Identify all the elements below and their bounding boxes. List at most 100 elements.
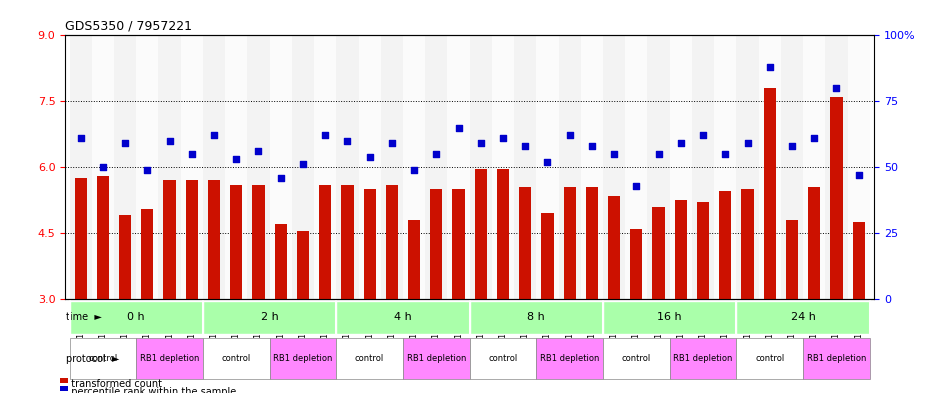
- Text: control: control: [88, 354, 117, 363]
- Bar: [203, 35, 225, 299]
- Text: RB1 depletion: RB1 depletion: [806, 354, 866, 363]
- Text: transformed count: transformed count: [65, 379, 162, 389]
- Point: [851, 172, 866, 178]
- Text: RB1 depletion: RB1 depletion: [540, 354, 599, 363]
- Bar: [514, 35, 537, 299]
- Bar: [564, 187, 576, 299]
- Bar: [581, 35, 603, 299]
- Bar: [270, 35, 292, 299]
- Bar: [141, 209, 153, 299]
- Bar: [781, 35, 804, 299]
- Bar: [97, 176, 109, 299]
- Point: [184, 151, 199, 157]
- Text: time  ►: time ►: [65, 312, 101, 322]
- Bar: [380, 35, 403, 299]
- FancyBboxPatch shape: [337, 301, 470, 334]
- Bar: [764, 88, 776, 299]
- Bar: [719, 191, 731, 299]
- Point: [206, 132, 221, 139]
- Text: protocol  ►: protocol ►: [65, 354, 119, 364]
- Bar: [408, 220, 420, 299]
- Point: [229, 156, 244, 162]
- Point: [296, 162, 311, 168]
- Bar: [230, 185, 243, 299]
- Bar: [737, 35, 759, 299]
- Text: RB1 depletion: RB1 depletion: [140, 354, 199, 363]
- Point: [518, 143, 533, 149]
- Point: [629, 182, 644, 189]
- Bar: [186, 180, 198, 299]
- Bar: [164, 180, 176, 299]
- Bar: [492, 35, 514, 299]
- Bar: [74, 178, 86, 299]
- Point: [73, 135, 88, 141]
- Bar: [497, 169, 509, 299]
- Bar: [586, 187, 598, 299]
- Point: [806, 135, 821, 141]
- FancyBboxPatch shape: [270, 338, 337, 379]
- Point: [362, 153, 377, 160]
- Bar: [847, 35, 870, 299]
- FancyBboxPatch shape: [603, 338, 670, 379]
- Point: [140, 167, 154, 173]
- Bar: [537, 35, 559, 299]
- Bar: [830, 97, 843, 299]
- Point: [829, 85, 844, 91]
- Bar: [631, 229, 643, 299]
- Bar: [653, 207, 665, 299]
- Point: [406, 167, 421, 173]
- Bar: [470, 35, 492, 299]
- FancyBboxPatch shape: [737, 338, 804, 379]
- Bar: [403, 35, 425, 299]
- Bar: [208, 180, 220, 299]
- Text: control: control: [755, 354, 784, 363]
- Text: control: control: [355, 354, 384, 363]
- FancyBboxPatch shape: [203, 338, 270, 379]
- FancyBboxPatch shape: [403, 338, 470, 379]
- FancyBboxPatch shape: [603, 301, 737, 334]
- Bar: [692, 35, 714, 299]
- Bar: [647, 35, 670, 299]
- Point: [96, 164, 111, 170]
- Bar: [714, 35, 737, 299]
- Bar: [274, 224, 286, 299]
- Bar: [608, 196, 620, 299]
- FancyBboxPatch shape: [70, 301, 203, 334]
- Point: [763, 64, 777, 70]
- Text: 2 h: 2 h: [260, 312, 278, 322]
- Text: 8 h: 8 h: [527, 312, 545, 322]
- Text: 24 h: 24 h: [790, 312, 816, 322]
- Bar: [853, 222, 865, 299]
- Bar: [825, 35, 847, 299]
- Bar: [741, 189, 753, 299]
- Bar: [759, 35, 781, 299]
- Point: [740, 140, 755, 147]
- Bar: [474, 169, 487, 299]
- Text: RB1 depletion: RB1 depletion: [673, 354, 733, 363]
- Point: [318, 132, 333, 139]
- Text: 16 h: 16 h: [658, 312, 682, 322]
- Bar: [136, 35, 158, 299]
- Bar: [364, 189, 376, 299]
- Bar: [425, 35, 447, 299]
- Bar: [119, 215, 131, 299]
- Text: RB1 depletion: RB1 depletion: [273, 354, 333, 363]
- Bar: [603, 35, 625, 299]
- FancyBboxPatch shape: [670, 338, 737, 379]
- Point: [785, 143, 800, 149]
- Point: [718, 151, 733, 157]
- Bar: [447, 35, 470, 299]
- Text: 0 h: 0 h: [127, 312, 145, 322]
- Text: control: control: [221, 354, 251, 363]
- Bar: [431, 189, 443, 299]
- Bar: [337, 35, 358, 299]
- Bar: [452, 189, 465, 299]
- Point: [118, 140, 133, 147]
- Bar: [386, 185, 398, 299]
- FancyBboxPatch shape: [136, 338, 203, 379]
- Point: [651, 151, 666, 157]
- Point: [606, 151, 621, 157]
- Text: RB1 depletion: RB1 depletion: [406, 354, 466, 363]
- Bar: [314, 35, 337, 299]
- FancyBboxPatch shape: [737, 301, 870, 334]
